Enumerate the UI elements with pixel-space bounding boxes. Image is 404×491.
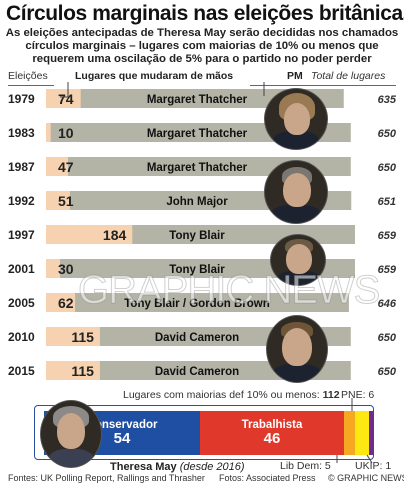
ukip-segment bbox=[369, 411, 374, 455]
year-label: 2010 bbox=[8, 330, 35, 344]
party-name: Trabalhista bbox=[241, 419, 303, 431]
page-title: Círculos marginais nas eleições britânic… bbox=[6, 2, 404, 25]
changed-seats-bar bbox=[46, 89, 81, 108]
total-seats-value: 650 bbox=[378, 128, 397, 140]
party-name: Conservador bbox=[86, 419, 158, 431]
header-pointer bbox=[60, 82, 69, 98]
may-name: Theresa May bbox=[110, 461, 177, 473]
may-caption: Theresa May (desde 2016) bbox=[110, 461, 245, 473]
header-pm: PM bbox=[287, 70, 303, 82]
subtitle-line: requerem uma oscilação de 5% para o part… bbox=[32, 53, 372, 65]
subtitle: As eleições antecipadas de Theresa May s… bbox=[0, 27, 404, 66]
total-seats-value: 646 bbox=[378, 298, 397, 310]
changed-seats-value: 47 bbox=[58, 159, 74, 175]
total-seats-value: 659 bbox=[378, 264, 397, 276]
blair-photo bbox=[270, 234, 326, 286]
total-seats-value: 651 bbox=[378, 196, 396, 208]
pm-name: Margaret Thatcher bbox=[147, 162, 248, 174]
changed-seats-bar bbox=[46, 191, 70, 210]
year-label: 1997 bbox=[8, 228, 35, 242]
pm-name: Tony Blair bbox=[169, 264, 225, 276]
cameron-photo bbox=[266, 315, 328, 383]
marginal-seats-text: Lugares com maiorias def 10% ou menos: bbox=[123, 389, 320, 401]
major-photo bbox=[264, 160, 328, 224]
libdem-label: Lib Dem: 5 bbox=[280, 460, 331, 472]
year-label: 1992 bbox=[8, 194, 35, 208]
year-label: 2001 bbox=[8, 262, 35, 276]
total-seats-value: 650 bbox=[378, 162, 397, 174]
pm-name: Tony Blair / Gordon Brown bbox=[124, 298, 269, 310]
libdem-segment bbox=[344, 411, 355, 455]
party-seats: 46 bbox=[263, 430, 281, 447]
may-since: (desde 2016) bbox=[179, 461, 245, 473]
changed-seats-value: 62 bbox=[58, 295, 74, 311]
total-seats-value: 650 bbox=[378, 366, 397, 378]
changed-seats-bar bbox=[46, 327, 100, 346]
snp-segment bbox=[355, 411, 369, 455]
changed-seats-bar bbox=[46, 157, 69, 176]
marginal-seats-value: 112 bbox=[322, 389, 340, 401]
changed-seats-bar bbox=[46, 259, 61, 278]
pm-name: David Cameron bbox=[155, 332, 239, 344]
watermark: GRAPHIC NEWS bbox=[77, 268, 380, 313]
subtitle-line: As eleições antecipadas de Theresa May s… bbox=[5, 27, 399, 39]
header-rule bbox=[250, 85, 396, 86]
subtitle-line: círculos marginais – lugares com maioria… bbox=[25, 40, 379, 52]
pm-name: David Cameron bbox=[155, 366, 239, 378]
header-elections: Eleições bbox=[8, 70, 48, 82]
year-label: 2005 bbox=[8, 296, 35, 310]
changed-seats-value: 115 bbox=[71, 363, 94, 379]
changed-seats-bar bbox=[46, 123, 51, 142]
changed-seats-bar bbox=[46, 361, 100, 380]
changed-seats-bar bbox=[46, 293, 76, 312]
pm-name: Margaret Thatcher bbox=[147, 94, 248, 106]
header-total-seats: Total de lugares bbox=[311, 70, 386, 82]
pm-name: Tony Blair bbox=[169, 230, 225, 242]
header-changed-seats: Lugares que mudaram de mãos bbox=[75, 70, 234, 82]
year-label: 1987 bbox=[8, 160, 35, 174]
pne-label: PNE: 6 bbox=[341, 389, 375, 401]
ukip-label: UKIP: 1 bbox=[355, 460, 392, 472]
total-seats-value: 635 bbox=[378, 94, 397, 106]
header-rule bbox=[8, 85, 54, 86]
footer-sources: Fontes: UK Polling Report, Rallings and … bbox=[8, 473, 205, 483]
year-label: 2015 bbox=[8, 364, 35, 378]
changed-seats-value: 115 bbox=[71, 329, 94, 345]
footer-credit: © GRAPHIC NEWS bbox=[328, 473, 404, 483]
may-photo bbox=[40, 400, 102, 468]
labour-segment: Trabalhista 46 bbox=[200, 411, 344, 455]
changed-seats-value: 74 bbox=[58, 91, 74, 107]
thatcher-photo bbox=[264, 88, 328, 150]
year-label: 1983 bbox=[8, 126, 35, 140]
pm-name: John Major bbox=[166, 196, 228, 208]
footer-photos: Fotos: Associated Press bbox=[219, 473, 316, 483]
marginal-seats-label: Lugares com maiorias def 10% ou menos: 1… bbox=[123, 389, 340, 401]
pm-name: Margaret Thatcher bbox=[147, 128, 248, 140]
changed-seats-value: 10 bbox=[58, 125, 74, 141]
changed-seats-bar bbox=[46, 225, 133, 244]
party-seats: 54 bbox=[113, 430, 131, 447]
total-seats-value: 650 bbox=[378, 332, 397, 344]
changed-seats-value: 30 bbox=[58, 261, 74, 277]
changed-seats-value: 184 bbox=[103, 227, 127, 243]
year-label: 1979 bbox=[8, 92, 35, 106]
changed-seats-value: 51 bbox=[58, 193, 74, 209]
total-seats-bar bbox=[46, 293, 349, 312]
total-seats-value: 659 bbox=[378, 230, 397, 242]
